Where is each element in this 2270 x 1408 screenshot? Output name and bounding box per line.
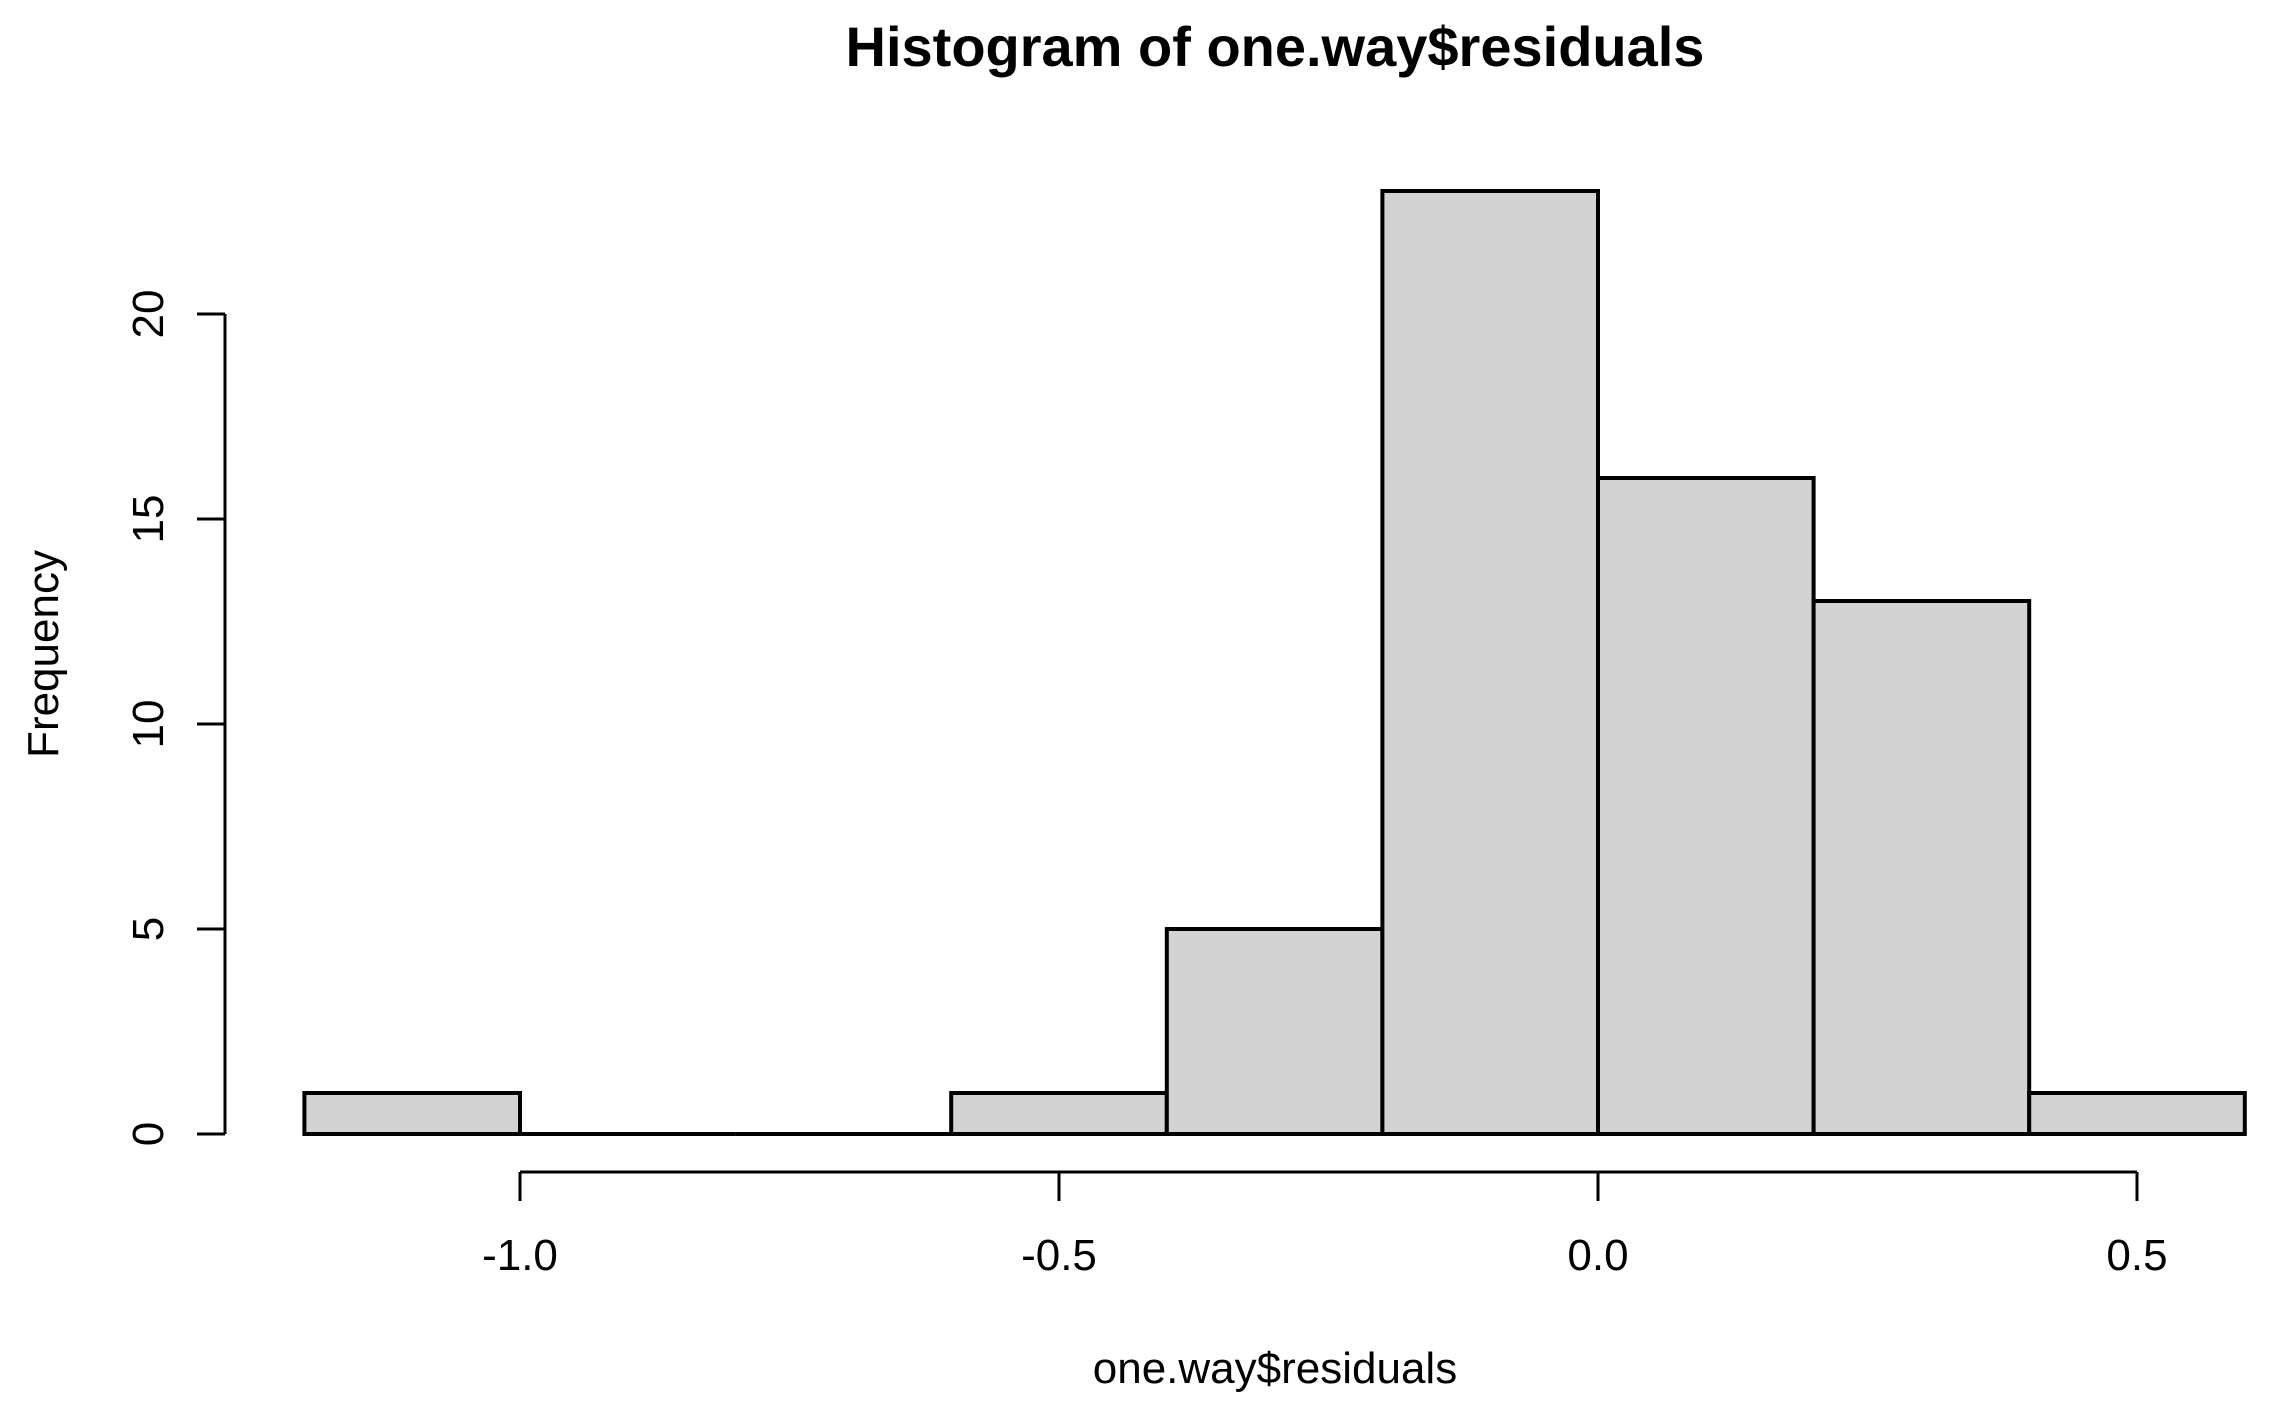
histogram-bar [1596,476,1816,1136]
x-axis-label: one.way$residuals [1093,1344,1457,1393]
chart-title: Histogram of one.way$residuals [846,15,1705,78]
histogram-bar [302,1091,522,1136]
x-tick-label: 0.0 [1567,1231,1628,1280]
x-tick-label: 0.5 [2106,1231,2167,1280]
histogram-bars [302,189,2247,1136]
histogram-bar [1811,599,2032,1136]
y-axis: 0 5 10 15 20 [124,290,227,1146]
y-tick-label: 5 [124,917,173,941]
x-tick-label: -1.0 [482,1231,558,1280]
y-tick-label: 0 [124,1122,173,1146]
y-axis-label: Frequency [19,550,68,758]
y-tick-label: 20 [124,290,173,339]
y-tick-label: 10 [124,700,173,749]
histogram-bar [1164,927,1385,1136]
x-tick-label: -0.5 [1021,1231,1097,1280]
histogram-bar [949,1091,1169,1136]
histogram-bar [1380,189,1601,1136]
y-tick-label: 15 [124,495,173,544]
histogram-bar [2027,1091,2247,1136]
x-axis: -1.0 -0.5 0.0 0.5 [482,1170,2168,1280]
